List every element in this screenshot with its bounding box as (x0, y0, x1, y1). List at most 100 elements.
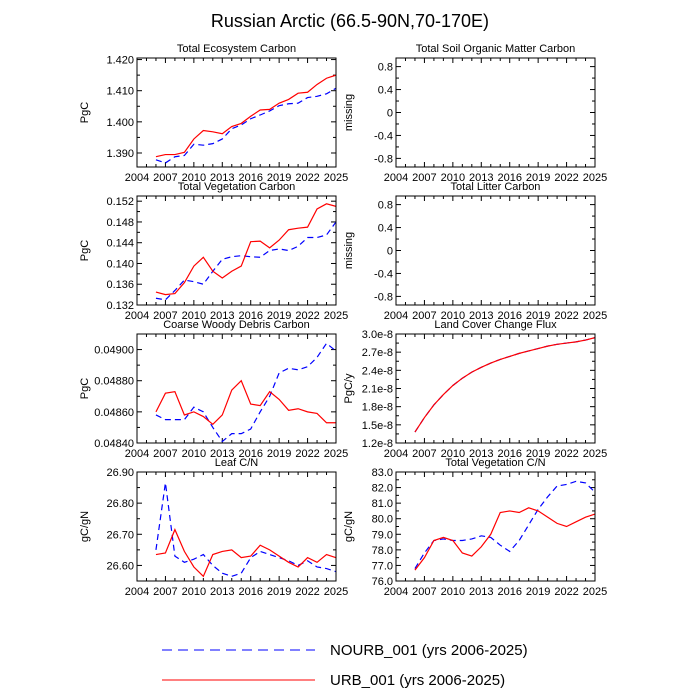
x-tick-label: 2004 (125, 172, 149, 184)
x-tick-label: 2016 (497, 172, 521, 184)
x-tick-label: 2010 (182, 586, 206, 598)
y-axis-label: PgC/y (343, 373, 355, 403)
y-tick-label: 0.136 (106, 279, 134, 291)
y-tick-label: 81.0 (372, 498, 393, 510)
x-tick-label: 2004 (125, 586, 149, 598)
x-tick-label: 2019 (267, 310, 291, 322)
x-tick-label: 2004 (384, 310, 408, 322)
x-tick-label: 2025 (583, 310, 607, 322)
x-tick-label: 2022 (295, 172, 319, 184)
panel-title: Total Soil Organic Matter Carbon (416, 43, 576, 55)
x-tick-label: 2016 (238, 310, 262, 322)
series-line-urb-001 (414, 507, 596, 571)
series-line-nourb-001 (155, 342, 337, 443)
y-tick-label: 3.0e-8 (362, 329, 393, 341)
y-axis-label: gC/gN (79, 511, 91, 542)
x-tick-label: 2013 (469, 586, 493, 598)
x-tick-label: 2019 (526, 310, 550, 322)
panel-total-ecosystem-carbon: Total Ecosystem Carbon PgC 2004 2007 2010 201… (79, 43, 348, 184)
y-tick-label: 0.152 (106, 196, 134, 208)
x-tick-label: 2019 (526, 448, 550, 460)
panel-total-vegetation-c-n: Total Vegetation C/N gC/gN 2004 2007 2010 201… (343, 457, 607, 598)
y-tick-label: 0.04840 (94, 438, 134, 450)
x-tick-label: 2025 (324, 172, 348, 184)
x-tick-label: 2007 (153, 172, 177, 184)
y-tick-label: 0.148 (106, 217, 134, 229)
x-tick-label: 2016 (238, 448, 262, 460)
x-tick-label: 2025 (324, 586, 348, 598)
y-tick-label: 77.0 (372, 560, 393, 572)
x-tick-label: 2016 (238, 172, 262, 184)
y-tick-label: 0 (387, 108, 393, 120)
y-tick-label: 0.132 (106, 300, 134, 312)
x-tick-label: 2019 (267, 448, 291, 460)
x-tick-label: 2019 (526, 172, 550, 184)
x-tick-label: 2013 (469, 448, 493, 460)
x-tick-label: 2010 (182, 310, 206, 322)
panel-title: Land Cover Change Flux (434, 319, 557, 331)
y-tick-label: 0.144 (106, 238, 134, 250)
x-tick-label: 2022 (554, 172, 578, 184)
y-tick-label: 0 (387, 246, 393, 258)
series-line-nourb-001 (414, 337, 596, 433)
panel-total-vegetation-carbon: Total Vegetation Carbon PgC 2004 2007 2010 20… (79, 181, 348, 322)
y-tick-label: 82.0 (372, 483, 393, 495)
plot-frame (395, 195, 596, 306)
y-tick-label: -0.4 (374, 268, 393, 280)
x-tick-label: 2010 (441, 310, 465, 322)
x-tick-label: 2010 (441, 448, 465, 460)
x-tick-label: 2007 (412, 310, 436, 322)
plot-frame (395, 333, 596, 444)
x-tick-label: 2004 (125, 310, 149, 322)
x-tick-label: 2007 (412, 586, 436, 598)
x-tick-label: 2025 (324, 448, 348, 460)
x-tick-label: 2022 (295, 310, 319, 322)
series-line-urb-001 (155, 528, 337, 578)
x-tick-label: 2022 (295, 586, 319, 598)
plot-frame (395, 57, 596, 168)
plot-frame (395, 471, 596, 582)
x-tick-label: 2019 (267, 172, 291, 184)
y-tick-label: 2.4e-8 (362, 365, 393, 377)
y-tick-label: -0.8 (374, 153, 393, 165)
x-tick-label: 2004 (125, 448, 149, 460)
y-tick-label: 1.420 (106, 55, 134, 67)
y-tick-label: 1.5e-8 (362, 420, 393, 432)
x-tick-label: 2019 (526, 586, 550, 598)
series-line-nourb-001 (155, 87, 337, 164)
x-tick-label: 2013 (210, 586, 234, 598)
x-tick-label: 2004 (384, 586, 408, 598)
plot-frame (136, 195, 337, 306)
x-tick-label: 2025 (583, 586, 607, 598)
x-tick-label: 2016 (238, 586, 262, 598)
x-tick-label: 2004 (384, 448, 408, 460)
panel-leaf-c-n: Leaf C/N gC/gN 2004 2007 2010 2013 2016 2019 202… (79, 457, 348, 598)
series-line-urb-001 (155, 379, 336, 426)
y-tick-label: 26.80 (106, 498, 134, 510)
y-tick-label: 0.04860 (94, 407, 134, 419)
legend: NOURB_001 (yrs 2006-2025) URB_001 (yrs 2… (162, 642, 528, 689)
y-axis-label: missing (343, 94, 355, 131)
x-tick-label: 2022 (554, 448, 578, 460)
y-tick-label: 83.0 (372, 467, 393, 479)
legend-label-nourb: NOURB_001 (yrs 2006-2025) (330, 642, 528, 659)
panel-title: Total Vegetation C/N (445, 457, 545, 469)
series-line-nourb-001 (155, 482, 337, 577)
x-tick-label: 2007 (153, 310, 177, 322)
y-tick-label: 26.70 (106, 529, 134, 541)
panel-grid: Total Ecosystem Carbon PgC 2004 2007 2010 201… (79, 43, 607, 598)
panel-total-litter-carbon: Total Litter Carbon missing 2004 2007 2010 20… (343, 181, 607, 322)
x-tick-label: 2007 (412, 448, 436, 460)
panel-title: Total Litter Carbon (451, 181, 541, 193)
y-axis-label: PgC (79, 102, 91, 123)
y-tick-label: 0.140 (106, 258, 134, 270)
x-tick-label: 2025 (583, 448, 607, 460)
x-tick-label: 2013 (210, 172, 234, 184)
y-tick-label: 78.0 (372, 545, 393, 557)
series-line-nourb-001 (414, 480, 596, 569)
x-tick-label: 2010 (441, 172, 465, 184)
x-tick-label: 2025 (324, 310, 348, 322)
panel-title: Total Ecosystem Carbon (177, 43, 296, 55)
x-tick-label: 2022 (295, 448, 319, 460)
